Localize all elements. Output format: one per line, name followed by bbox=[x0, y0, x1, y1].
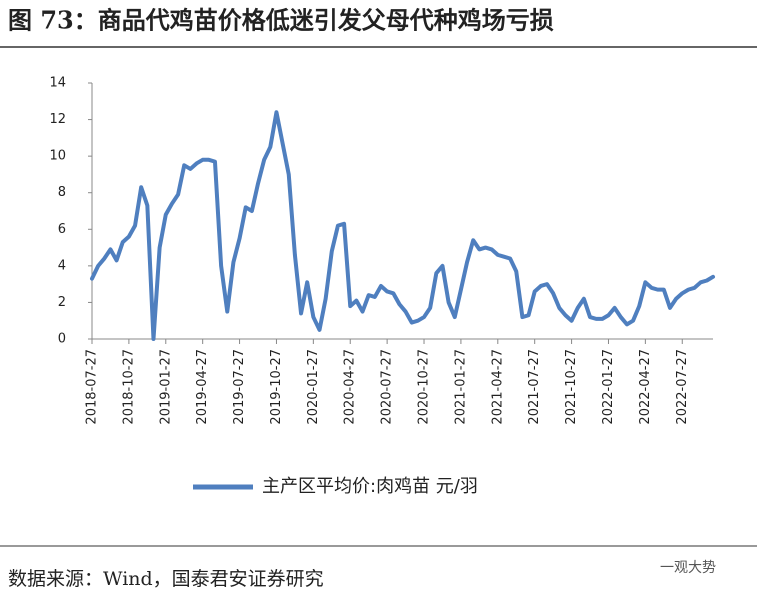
x-tick-label: 2018-10-27 bbox=[121, 349, 136, 425]
legend-label: 主产区平均价:肉鸡苗 元/羽 bbox=[262, 476, 478, 497]
x-tick-label: 2021-04-27 bbox=[490, 349, 505, 425]
x-tick-label: 2019-04-27 bbox=[195, 349, 210, 425]
y-tick-label: 10 bbox=[49, 149, 66, 164]
x-tick-label: 2021-07-27 bbox=[527, 349, 542, 425]
y-tick-label: 14 bbox=[49, 76, 66, 91]
x-tick-label: 2021-10-27 bbox=[564, 349, 579, 425]
x-tick-label: 2019-10-27 bbox=[269, 349, 284, 425]
y-tick-label: 0 bbox=[58, 332, 66, 347]
line-series bbox=[90, 110, 715, 341]
x-tick-label: 2022-07-27 bbox=[675, 349, 690, 425]
x-tick-label: 2018-07-27 bbox=[85, 349, 100, 425]
x-tick-label: 2019-07-27 bbox=[232, 349, 247, 425]
x-tick-label: 2022-04-27 bbox=[638, 349, 653, 425]
x-tick-label: 2020-07-27 bbox=[380, 349, 395, 425]
chart-title: 图 73：商品代鸡苗价格低迷引发父母代种鸡场亏损 bbox=[8, 6, 554, 35]
y-tick-label: 4 bbox=[58, 258, 66, 273]
y-tick-label: 12 bbox=[49, 112, 66, 127]
x-tick-label: 2020-01-27 bbox=[306, 349, 321, 425]
x-tick-label: 2019-01-27 bbox=[158, 349, 173, 425]
x-tick-label: 2020-04-27 bbox=[343, 349, 358, 425]
y-tick-label: 6 bbox=[58, 222, 66, 237]
watermark: 一观大势 bbox=[660, 560, 716, 576]
y-tick-label: 8 bbox=[58, 185, 66, 200]
x-tick-label: 2021-01-27 bbox=[453, 349, 468, 425]
source: 数据来源：Wind，国泰君安证券研究 bbox=[8, 568, 324, 590]
x-tick-label: 2022-01-27 bbox=[601, 349, 616, 425]
x-tick-label: 2020-10-27 bbox=[417, 349, 432, 425]
y-tick-label: 2 bbox=[58, 295, 66, 310]
